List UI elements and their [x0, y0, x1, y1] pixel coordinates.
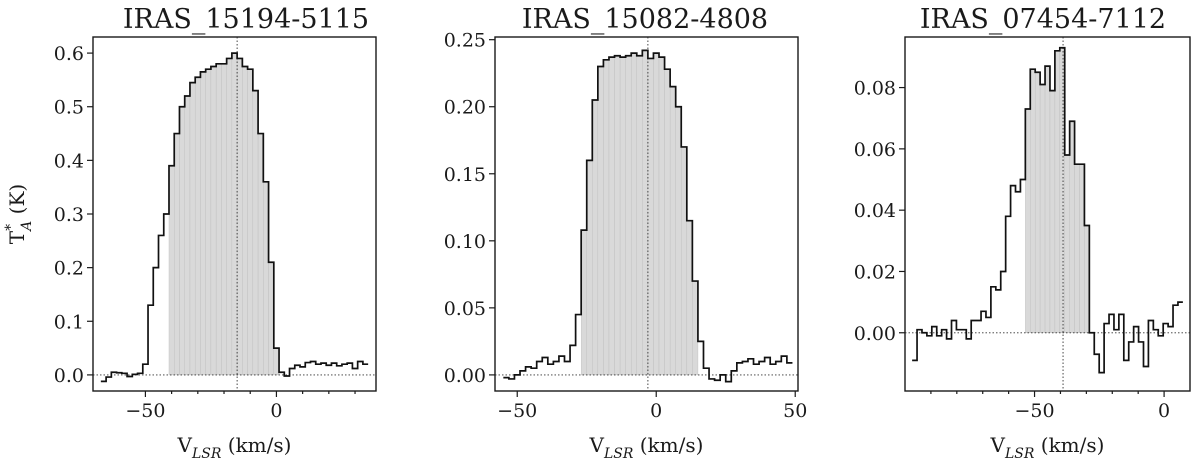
integrated-channel	[1054, 50, 1061, 333]
y-tick-label: 0.06	[854, 139, 896, 161]
integrated-channel	[603, 59, 610, 376]
y-tick-label: 0.20	[444, 97, 486, 119]
integrated-channel	[653, 52, 660, 376]
integrated-channel	[642, 50, 649, 376]
y-tick-label: 0.08	[854, 78, 896, 100]
y-tick-label: 0.5	[54, 97, 84, 119]
integrated-channel	[1034, 72, 1041, 333]
integrated-channel	[1039, 84, 1046, 333]
integrated-channel	[221, 63, 227, 376]
integrated-channel	[247, 68, 254, 376]
panel-title: IRAS_15082-4808	[522, 4, 768, 35]
integrated-channel	[1064, 154, 1070, 333]
plot-frame	[494, 36, 799, 392]
spectrum-line	[100, 52, 369, 383]
plot-frame	[904, 36, 1191, 392]
integrated-channel	[242, 66, 248, 376]
integrated-channel	[226, 58, 233, 376]
x-tick-label: 0	[1158, 400, 1170, 422]
integrated-channel	[174, 133, 180, 376]
y-tick-label: 0.4	[54, 150, 84, 172]
integrated-channel	[215, 63, 222, 376]
integrated-channel	[636, 55, 643, 376]
integrated-channel	[647, 58, 654, 376]
panel-3: 0.00 0.02 0.04 0.06 0.08 −50 0 IRAS_07454-7112 V…	[854, 4, 1191, 462]
y-tick-label: 0.0	[54, 365, 84, 387]
integrated-channel	[184, 95, 191, 376]
y-tick-label: 0.04	[854, 200, 896, 222]
panel-title: IRAS_15194-5115	[123, 4, 369, 35]
y-tick-label: 0.2	[54, 258, 84, 280]
integrated-channel	[597, 66, 604, 376]
panel-title: IRAS_07454-7112	[920, 4, 1166, 35]
integrated-channel	[194, 77, 201, 376]
x-axis-label: VLSR (km/s)	[177, 433, 292, 462]
x-tick-label: −50	[497, 400, 537, 422]
y-tick-label: 0.02	[854, 261, 896, 283]
x-tick-label: 0	[650, 400, 662, 422]
integrated-channel	[200, 71, 206, 376]
x-tick-label: −50	[125, 400, 165, 422]
integrated-channel	[614, 55, 621, 376]
integrated-channel	[1074, 163, 1080, 333]
spectrum-line	[912, 46, 1183, 374]
y-tick-label: 0.1	[54, 311, 84, 333]
y-tick-label: 0.00	[444, 365, 486, 387]
y-axis-label: T*A (K)	[3, 184, 35, 244]
y-tick-label: 0.15	[444, 164, 486, 186]
spectrum-line	[503, 49, 793, 383]
integrated-channel	[210, 66, 217, 376]
integrated-channel	[179, 106, 185, 376]
integrated-channel	[658, 56, 665, 376]
panel-1: 0.0 0.1 0.2 0.3 0.4 0.5 0.6 −50 0 IRAS_15194-5115…	[3, 4, 377, 462]
integrated-channel	[205, 68, 212, 376]
integrated-channel	[619, 56, 626, 376]
integrated-channel	[1049, 90, 1056, 333]
integrated-channel	[236, 58, 243, 376]
y-tick-label: 0.10	[444, 231, 486, 253]
integrated-channel	[631, 52, 637, 376]
x-tick-label: 0	[270, 400, 282, 422]
integrated-channel	[625, 55, 632, 376]
panel-2: 0.00 0.05 0.10 0.15 0.20 0.25 −50 0 50 IRAS_15082…	[444, 4, 808, 462]
x-tick-label: −50	[1014, 400, 1054, 422]
y-tick-label: 0.00	[854, 323, 896, 345]
y-tick-label: 0.25	[444, 30, 486, 52]
y-tick-label: 0.05	[444, 298, 486, 320]
x-tick-label: 50	[783, 400, 807, 422]
integrated-channel	[664, 68, 671, 376]
y-tick-label: 0.6	[54, 43, 84, 65]
y-tick-label: 0.3	[54, 204, 84, 226]
integrated-channel	[669, 86, 676, 376]
x-axis-label: VLSR (km/s)	[990, 433, 1105, 462]
integrated-channel	[1044, 65, 1051, 333]
integrated-channel	[608, 56, 615, 376]
integrated-channel	[231, 52, 238, 376]
x-axis-label: VLSR (km/s)	[589, 433, 704, 462]
integrated-channel	[189, 82, 196, 376]
